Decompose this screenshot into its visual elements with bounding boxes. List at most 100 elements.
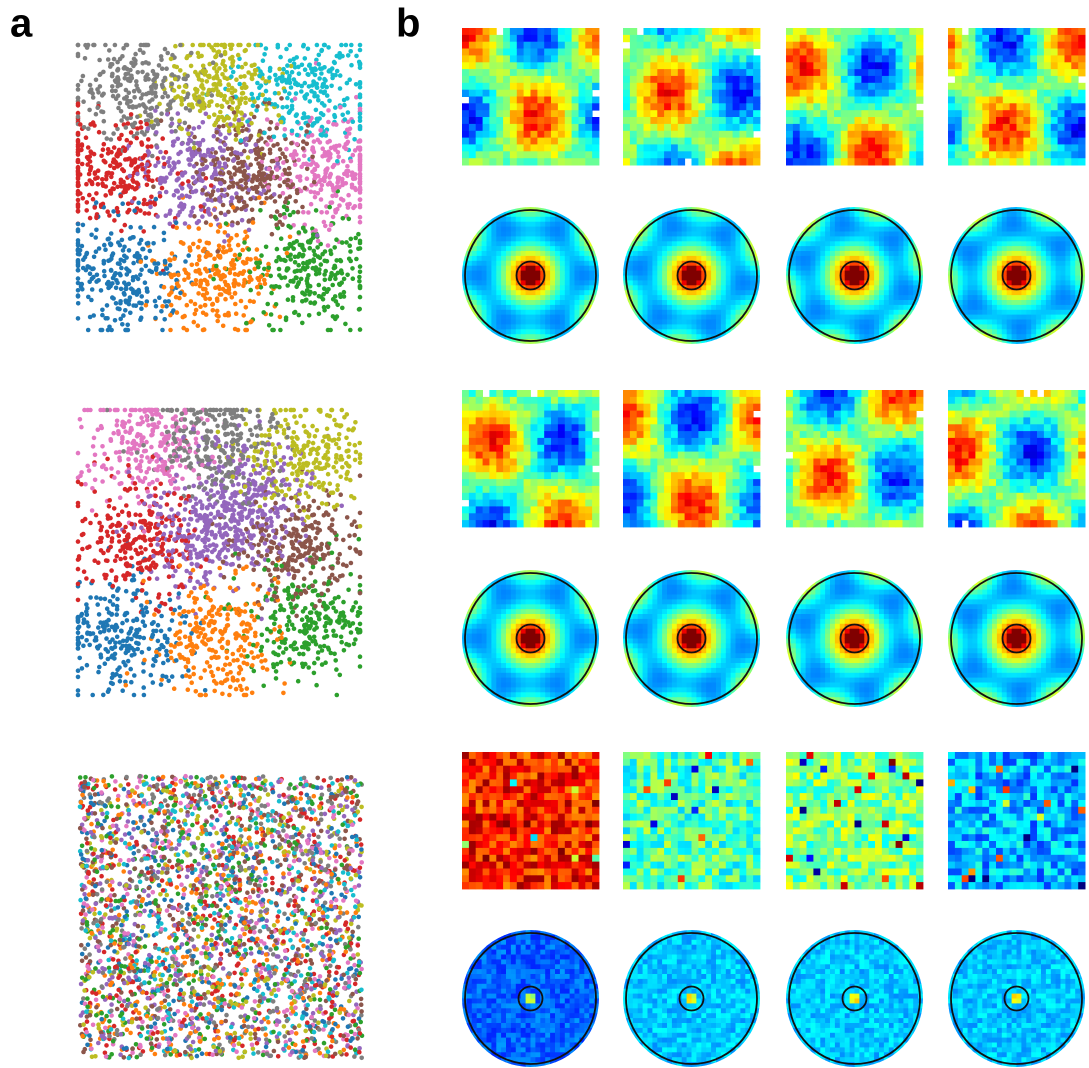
point [125,658,131,664]
point [100,307,105,313]
point [255,276,260,281]
point [320,82,326,87]
point [287,73,292,79]
point [167,257,172,262]
point [357,510,363,516]
point [119,237,125,243]
point [347,126,353,131]
point [255,80,260,86]
point [242,240,247,245]
point [325,588,331,593]
point [157,101,162,107]
point [134,180,140,186]
point [250,216,256,222]
point [313,228,318,233]
point [287,42,293,48]
point [237,99,242,104]
point [281,496,287,502]
point [88,595,93,600]
point [169,121,175,126]
point [300,115,306,121]
point [210,189,216,194]
point [233,137,239,142]
point [181,534,186,539]
point [348,630,354,635]
point [209,99,214,104]
point [353,82,359,87]
point [171,517,176,522]
point [212,459,217,465]
point [348,258,354,264]
point [357,264,363,269]
point [223,407,229,413]
point [292,96,298,101]
point [153,493,158,499]
point [223,296,228,302]
point [243,407,249,413]
point [189,262,195,268]
point [128,140,133,146]
point [301,247,307,253]
point [139,301,144,306]
point [286,614,291,620]
point [308,481,313,486]
point [142,501,147,506]
point [235,52,241,58]
point [295,119,300,125]
point [307,240,313,245]
point [131,303,136,308]
point [307,258,313,264]
point [162,258,168,264]
point [317,76,322,81]
point [154,531,160,537]
point [79,281,85,287]
point [271,284,277,290]
point [100,183,106,188]
point [267,147,273,152]
point [230,452,236,457]
point [274,246,280,252]
point [139,588,145,593]
point [127,473,132,479]
point [90,631,96,636]
point [357,152,363,157]
point [111,180,117,186]
point [158,481,163,487]
point [301,43,306,49]
point [357,42,363,48]
point [192,301,198,307]
point [298,188,304,194]
point [186,609,191,615]
point [305,46,311,52]
point [215,490,221,495]
point [186,157,191,162]
point [112,651,118,657]
point [228,236,234,241]
point [122,76,128,81]
point [269,539,275,545]
point [260,184,266,189]
point [230,63,235,68]
point [297,242,303,248]
point [314,233,320,238]
point [278,407,283,413]
point [269,231,275,237]
point [98,535,103,541]
point [204,279,210,285]
point [98,548,104,553]
point [308,610,314,615]
point [184,302,190,308]
point [124,272,130,277]
point [130,540,136,545]
point [357,284,363,290]
point [174,310,180,315]
point [131,63,136,69]
point [217,164,222,169]
point [85,327,91,333]
point [245,654,250,659]
point [273,563,279,568]
point [267,150,273,156]
point [105,656,111,662]
point [146,150,152,155]
point [153,467,158,472]
